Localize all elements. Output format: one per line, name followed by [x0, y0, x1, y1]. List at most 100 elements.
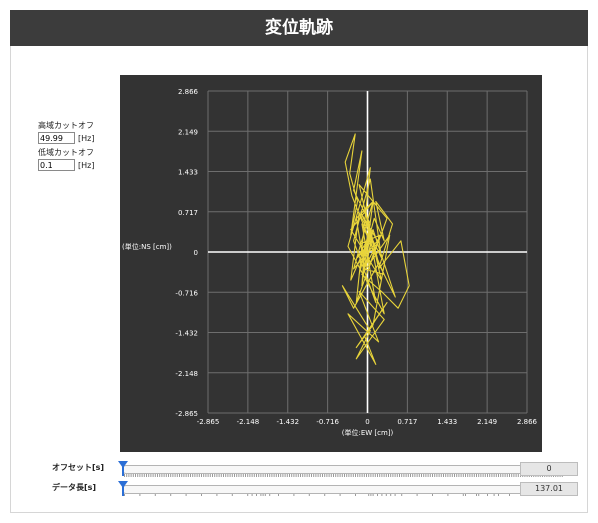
slider-tick: [344, 474, 345, 477]
filter-panel: 高域カットオフ [Hz] 低域カットオフ [Hz]: [38, 120, 94, 174]
high-cut-label: 高域カットオフ: [38, 121, 94, 130]
slider-tick: [284, 474, 286, 477]
slider-tick: [278, 474, 279, 477]
slider-tick: [487, 494, 488, 496]
slider-tick: [403, 474, 405, 477]
slider-tick: [337, 474, 339, 477]
slider-tick: [377, 474, 378, 477]
offset-slider-handle[interactable]: [122, 462, 124, 476]
slider-tick: [218, 474, 220, 477]
slider-tick: [236, 474, 238, 477]
y-tick-label: -2.865: [175, 410, 198, 418]
slider-tick: [139, 474, 141, 477]
slider-tick: [443, 474, 444, 477]
slider-tick: [416, 494, 418, 496]
slider-tick: [513, 474, 515, 477]
slider-tick: [152, 474, 154, 477]
slider-tick: [282, 474, 284, 477]
slider-tick: [469, 474, 471, 477]
slider-tick: [260, 474, 262, 477]
slider-tick: [203, 474, 205, 477]
low-cut-input[interactable]: [38, 159, 75, 171]
slider-tick: [159, 474, 161, 477]
slider-tick: [438, 474, 440, 477]
slider-tick: [478, 474, 480, 477]
slider-tick: [427, 474, 429, 477]
slider-tick: [504, 474, 506, 477]
slider-tick: [515, 474, 517, 477]
slider-tick: [308, 494, 310, 496]
slider-tick: [154, 494, 156, 496]
high-cut-unit: [Hz]: [78, 133, 95, 143]
x-tick-label: -2.865: [197, 418, 220, 426]
offset-slider-thumb-icon[interactable]: [118, 461, 128, 468]
x-tick-label: -1.432: [276, 418, 299, 426]
slider-tick: [220, 474, 222, 477]
content-frame: [10, 46, 588, 513]
slider-tick: [401, 494, 403, 496]
y-tick-label: 2.866: [178, 88, 199, 96]
slider-tick: [291, 474, 293, 477]
slider-tick: [394, 494, 396, 496]
offset-slider-track[interactable]: [122, 465, 572, 474]
y-tick-label: 0.717: [178, 209, 198, 217]
slider-tick: [185, 474, 187, 477]
slider-tick: [126, 474, 128, 477]
slider-tick: [476, 494, 477, 496]
slider-tick: [229, 474, 231, 477]
slider-tick: [278, 494, 279, 496]
slider-tick: [363, 474, 365, 477]
slider-tick: [493, 474, 495, 477]
slider-tick: [370, 474, 372, 477]
slider-tick: [465, 494, 466, 496]
slider-tick: [434, 474, 436, 477]
length-label: データ長[s]: [52, 483, 97, 492]
slider-tick: [319, 474, 321, 477]
offset-slider-ticks: [124, 474, 563, 477]
length-slider-handle[interactable]: [122, 482, 124, 496]
slider-tick: [355, 494, 356, 496]
x-tick-label: 2.149: [477, 418, 497, 426]
slider-tick: [242, 474, 244, 477]
offset-label: オフセット[s]: [52, 463, 105, 472]
slider-tick: [517, 474, 519, 477]
high-cut-input[interactable]: [38, 132, 75, 144]
slider-tick: [181, 474, 183, 477]
slider-tick: [401, 474, 403, 477]
length-slider-thumb-icon[interactable]: [118, 481, 128, 488]
slider-tick: [416, 474, 418, 477]
slider-tick: [157, 474, 158, 477]
slider-tick: [432, 474, 433, 477]
slider-tick: [383, 474, 385, 477]
slider-tick: [170, 494, 172, 496]
x-tick-label: -2.148: [237, 418, 260, 426]
slider-tick: [216, 494, 218, 496]
slider-tick: [456, 474, 458, 477]
slider-tick: [440, 474, 442, 477]
slider-tick: [460, 474, 462, 477]
slider-tick: [462, 494, 464, 496]
slider-tick: [154, 474, 156, 477]
trajectory-trace: [341, 133, 410, 365]
slider-tick: [339, 474, 341, 477]
y-tick-label: 1.433: [178, 169, 198, 177]
slider-tick: [478, 494, 480, 496]
slider-tick: [328, 474, 330, 477]
slider-tick: [423, 474, 425, 477]
slider-tick: [511, 474, 513, 477]
low-cut-label: 低域カットオフ: [38, 148, 94, 157]
slider-tick: [449, 474, 451, 477]
slider-tick: [262, 474, 264, 477]
page-title: 変位軌跡: [10, 10, 588, 46]
length-slider-track[interactable]: [122, 485, 572, 494]
slider-tick: [205, 474, 207, 477]
slider-tick: [251, 494, 253, 496]
slider-tick: [201, 494, 202, 496]
slider-tick: [489, 474, 491, 477]
slider-tick: [352, 474, 354, 477]
slider-tick: [436, 474, 438, 477]
slider-tick: [192, 474, 194, 477]
slider-tick: [161, 474, 163, 477]
slider-tick: [447, 474, 449, 477]
slider-tick: [262, 494, 264, 496]
